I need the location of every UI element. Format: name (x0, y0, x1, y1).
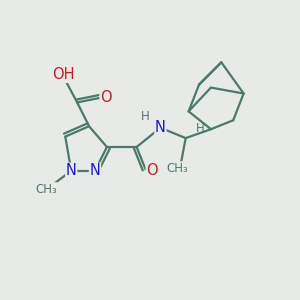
Text: CH₃: CH₃ (35, 183, 57, 196)
Text: O: O (146, 163, 158, 178)
Text: H: H (141, 110, 149, 123)
Text: O: O (100, 91, 112, 106)
Text: H: H (196, 122, 204, 135)
Text: CH₃: CH₃ (167, 162, 188, 175)
Text: N: N (155, 120, 166, 135)
Text: N: N (66, 163, 77, 178)
Text: N: N (90, 163, 101, 178)
Text: OH: OH (52, 67, 75, 82)
